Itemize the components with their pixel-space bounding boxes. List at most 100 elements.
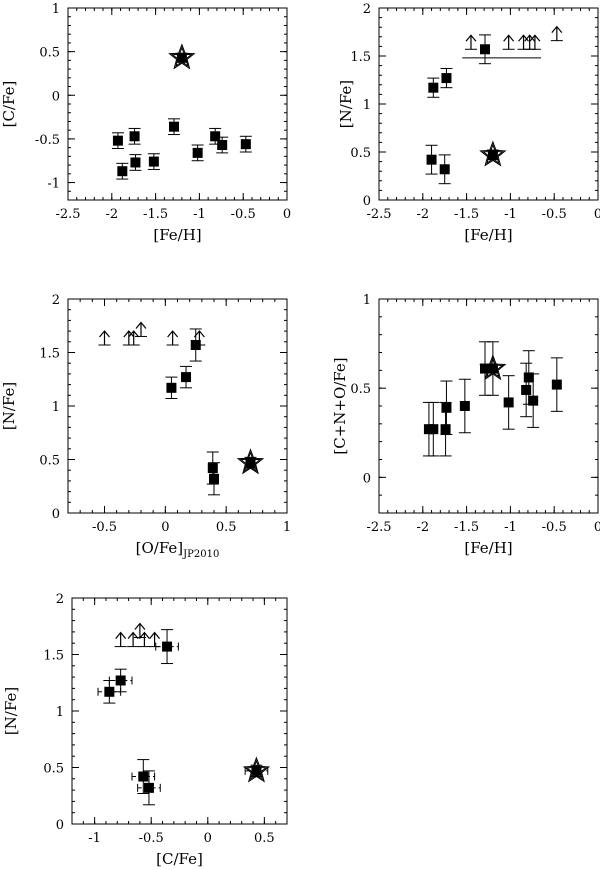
data-point — [426, 154, 437, 165]
data-point — [129, 131, 140, 142]
x-tick-label: -2.5 — [55, 207, 80, 222]
data-point — [143, 782, 154, 793]
lower-limit-arrow — [465, 34, 477, 50]
y-tick-label: 2 — [363, 2, 371, 17]
plot-frame — [67, 7, 288, 201]
y-tick-label: 0.5 — [350, 146, 371, 161]
x-axis-label: [Fe/H] — [464, 226, 512, 244]
y-tick-label: 0 — [52, 507, 60, 522]
data-point — [115, 675, 126, 686]
data-point — [138, 771, 149, 782]
lower-limit-arrow — [138, 631, 150, 647]
data-point — [217, 140, 228, 151]
star-data-point — [487, 363, 498, 374]
x-tick-label: -0.5 — [139, 831, 164, 846]
y-tick-label: 0.5 — [39, 46, 60, 61]
y-tick-label: 0 — [56, 818, 64, 833]
x-tick-label: 1 — [283, 520, 291, 535]
panel-nfe-vs-cfe: -1 -0.5 0 0.5 0 0.5 1 1.5 2 [C/Fe] [N/Fe] — [2, 592, 288, 868]
y-tick-label: 1 — [56, 705, 64, 720]
x-tick-label: -2 — [416, 207, 429, 222]
y-tick-label: 1 — [52, 2, 60, 17]
data-point — [551, 379, 562, 390]
x-tick-label: -2.5 — [366, 207, 391, 222]
x-tick-label: 0 — [594, 520, 600, 535]
x-tick-label: -1.5 — [454, 520, 479, 535]
data-point — [192, 147, 203, 158]
x-tick-label: -2 — [416, 520, 429, 535]
y-tick-label: 0.5 — [43, 762, 64, 777]
y-tick-label: 0.5 — [39, 454, 60, 469]
x-tick-label: 0 — [161, 520, 169, 535]
x-tick-label: -1 — [504, 207, 517, 222]
x-tick-label: -2.5 — [366, 520, 391, 535]
data-point — [459, 401, 470, 411]
data-point — [528, 395, 539, 406]
panel-nfe-vs-ofe: -0.5 0 0.5 1 0 0.5 1 1.5 2 [O/Fe]JP2010 [N/Fe] — [0, 293, 291, 560]
star-marker — [168, 43, 196, 70]
x-tick-label: -0.5 — [92, 520, 117, 535]
x-axis-label-subscript: JP2010 — [182, 549, 219, 560]
panel-cfe-vs-feh: -2.5 -2 -1.5 -1 -0.5 0 -1 -0.5 0 0.5 1 [Fe/H] [C/Fe] — [0, 2, 291, 244]
data-point — [209, 473, 219, 484]
y-tick-label: -0.5 — [35, 133, 60, 148]
x-tick-label: -0.5 — [542, 520, 567, 535]
panel-nfe-vs-feh: -2.5 -2 -1.5 -1 -0.5 0 0 0.5 1 1.5 2 [Fe/H] [N/Fe] — [337, 2, 600, 244]
data-point — [479, 44, 490, 55]
data-point — [148, 156, 159, 167]
x-axis-label: [O/Fe]JP2010 — [136, 539, 220, 560]
y-tick-label: 1 — [363, 98, 371, 113]
data-point — [523, 372, 534, 383]
star-marker — [242, 756, 271, 783]
y-tick-label: 1 — [52, 400, 60, 415]
data-point — [181, 372, 192, 383]
y-tick-label: 1.5 — [350, 50, 371, 65]
plot-frame — [378, 7, 599, 201]
y-tick-label: 0 — [363, 194, 371, 209]
lower-limit-arrow — [99, 330, 110, 346]
plot-frame — [378, 298, 599, 514]
x-tick-label: -0.5 — [231, 207, 256, 222]
lower-limit-arrow — [123, 330, 135, 346]
plot-frame — [67, 298, 288, 514]
y-axis-label: [N/Fe] — [2, 687, 20, 735]
lower-limit-arrow — [115, 631, 127, 647]
x-tick-label: -2 — [105, 207, 118, 222]
lower-limit-arrow — [135, 321, 147, 337]
data-point — [190, 340, 201, 351]
star-data-point — [251, 765, 262, 776]
data-point — [104, 686, 115, 697]
x-tick-label: 0 — [204, 831, 212, 846]
y-axis-label: [C/Fe] — [0, 81, 18, 128]
data-point — [112, 135, 123, 146]
star-data-point — [245, 457, 256, 468]
y-tick-label: 2 — [52, 293, 60, 308]
data-point — [503, 397, 514, 408]
x-axis-label: [C/Fe] — [156, 850, 203, 868]
x-tick-label: 0 — [283, 207, 291, 222]
star-marker — [236, 448, 265, 475]
star-data-point — [176, 52, 187, 63]
lower-limit-arrow — [551, 25, 563, 41]
data-point — [440, 424, 451, 435]
y-axis-label: [N/Fe] — [337, 80, 355, 128]
panel-cno-vs-feh: -2.5 -2 -1.5 -1 -0.5 0 0 0.5 1 [Fe/H] [C+N+O/Fe] — [331, 293, 600, 557]
y-tick-label: 2 — [56, 592, 64, 607]
data-point — [439, 164, 450, 175]
data-point — [130, 157, 141, 168]
x-tick-label: 0.5 — [254, 831, 275, 846]
lower-limit-arrow — [134, 622, 146, 638]
data-point — [521, 384, 532, 395]
x-tick-label: -1 — [504, 520, 517, 535]
lower-limit-arrow — [167, 330, 179, 346]
star-marker — [479, 140, 507, 167]
y-tick-label: 1.5 — [39, 347, 60, 362]
data-point — [441, 73, 452, 84]
data-point — [428, 424, 439, 435]
x-tick-label: -1 — [193, 207, 206, 222]
y-axis-label: [N/Fe] — [0, 382, 18, 430]
x-tick-label: -1.5 — [454, 207, 479, 222]
data-point — [162, 641, 173, 652]
y-tick-label: 0 — [363, 471, 371, 486]
